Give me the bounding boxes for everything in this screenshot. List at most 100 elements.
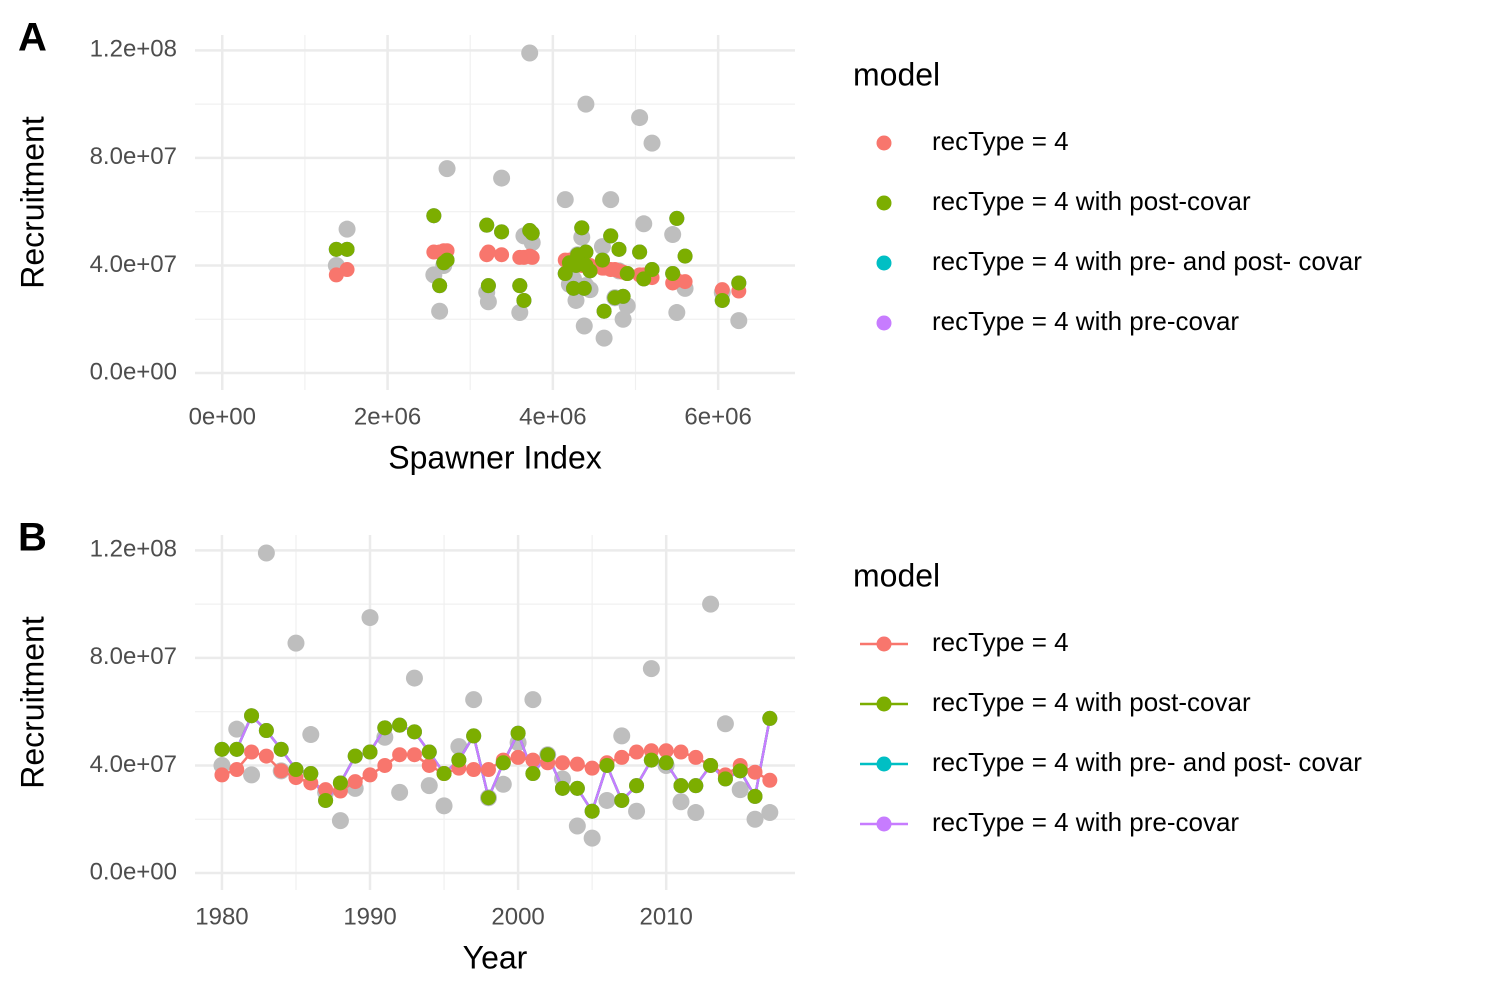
observed-point xyxy=(664,226,682,244)
y-tick-label: 8.0e+07 xyxy=(90,143,177,170)
series-point xyxy=(731,275,747,291)
observed-point xyxy=(494,775,512,793)
series-point xyxy=(479,217,495,233)
series-point xyxy=(524,225,540,241)
observed-point xyxy=(302,726,320,744)
legend-label: recType = 4 xyxy=(932,126,1069,156)
series-point xyxy=(629,744,645,760)
observed-point xyxy=(438,160,456,178)
observed-point xyxy=(465,691,483,709)
observed-point xyxy=(602,191,620,209)
series-point xyxy=(392,717,408,733)
series-point xyxy=(747,764,763,780)
observed-point xyxy=(577,95,595,113)
series-point xyxy=(244,744,260,760)
legend-label: recType = 4 with pre-covar xyxy=(932,807,1239,837)
series-point xyxy=(669,210,685,226)
legend-label: recType = 4 with pre- and post- covar xyxy=(932,246,1362,276)
x-tick-label: 2010 xyxy=(639,903,692,930)
observed-point xyxy=(243,766,261,784)
series-point xyxy=(436,255,452,271)
x-tick-label: 1990 xyxy=(343,903,396,930)
series-point xyxy=(421,744,437,760)
series-point xyxy=(494,247,510,263)
series-point xyxy=(377,757,393,773)
series-point xyxy=(258,748,274,764)
series-point xyxy=(214,741,230,757)
series-point xyxy=(658,743,674,759)
x-axis-title: Spawner Index xyxy=(388,439,601,475)
observed-point xyxy=(257,544,275,562)
series-point xyxy=(377,720,393,736)
series-point xyxy=(362,744,378,760)
series-point xyxy=(466,762,482,778)
x-tick-label: 6e+06 xyxy=(684,403,751,430)
panel-label: A xyxy=(18,16,47,60)
observed-point xyxy=(361,609,379,627)
observed-point xyxy=(431,302,449,320)
y-tick-label: 4.0e+07 xyxy=(90,251,177,278)
legend-key xyxy=(876,696,892,712)
observed-point xyxy=(635,215,653,233)
observed-point xyxy=(479,293,497,311)
series-point xyxy=(594,252,610,268)
observed-point xyxy=(420,777,438,795)
observed-point xyxy=(583,829,601,847)
observed-point xyxy=(568,817,586,835)
series-point xyxy=(584,803,600,819)
observed-point xyxy=(524,691,542,709)
series-point xyxy=(611,241,627,257)
observed-point xyxy=(668,304,686,322)
observed-point xyxy=(287,634,305,652)
series-point xyxy=(584,760,600,776)
observed-point xyxy=(642,660,660,678)
series-point xyxy=(494,224,510,240)
legend-title: model xyxy=(853,557,940,593)
series-point xyxy=(569,756,585,772)
observed-point xyxy=(521,44,539,62)
observed-point xyxy=(331,812,349,830)
series-point xyxy=(426,208,442,224)
series-point xyxy=(629,778,645,794)
series-point xyxy=(688,749,704,765)
series-point xyxy=(273,763,289,779)
legend-key xyxy=(876,135,892,151)
series-point xyxy=(555,780,571,796)
y-tick-label: 8.0e+07 xyxy=(90,643,177,670)
series-point xyxy=(762,772,778,788)
series-point xyxy=(525,752,541,768)
observed-point xyxy=(575,317,593,335)
series-point xyxy=(451,752,467,768)
legend-title: model xyxy=(853,56,940,92)
observed-point xyxy=(702,595,720,613)
observed-point xyxy=(716,715,734,733)
legend-label: recType = 4 with pre-covar xyxy=(932,306,1239,336)
series-point xyxy=(339,241,355,257)
observed-point xyxy=(614,310,632,328)
observed-point xyxy=(746,810,764,828)
series-point xyxy=(525,766,541,782)
series-point xyxy=(273,741,289,757)
series-point xyxy=(347,774,363,790)
observed-point xyxy=(391,783,409,801)
series-point xyxy=(658,755,674,771)
series-point xyxy=(615,288,631,304)
legend-key xyxy=(876,816,892,832)
y-tick-label: 0.0e+00 xyxy=(90,358,177,385)
series-point xyxy=(714,282,730,298)
series-point xyxy=(576,280,592,296)
series-point xyxy=(569,780,585,796)
observed-point xyxy=(730,312,748,330)
y-tick-label: 1.2e+08 xyxy=(90,536,177,563)
x-tick-label: 2e+06 xyxy=(354,403,421,430)
x-tick-label: 1980 xyxy=(195,903,248,930)
series-point xyxy=(540,747,556,763)
series-point xyxy=(480,790,496,806)
series-point xyxy=(406,724,422,740)
series-point xyxy=(673,744,689,760)
series-point xyxy=(436,766,452,782)
observed-point xyxy=(405,669,423,687)
series-point xyxy=(599,757,615,773)
series-point xyxy=(421,757,437,773)
series-point xyxy=(703,757,719,773)
